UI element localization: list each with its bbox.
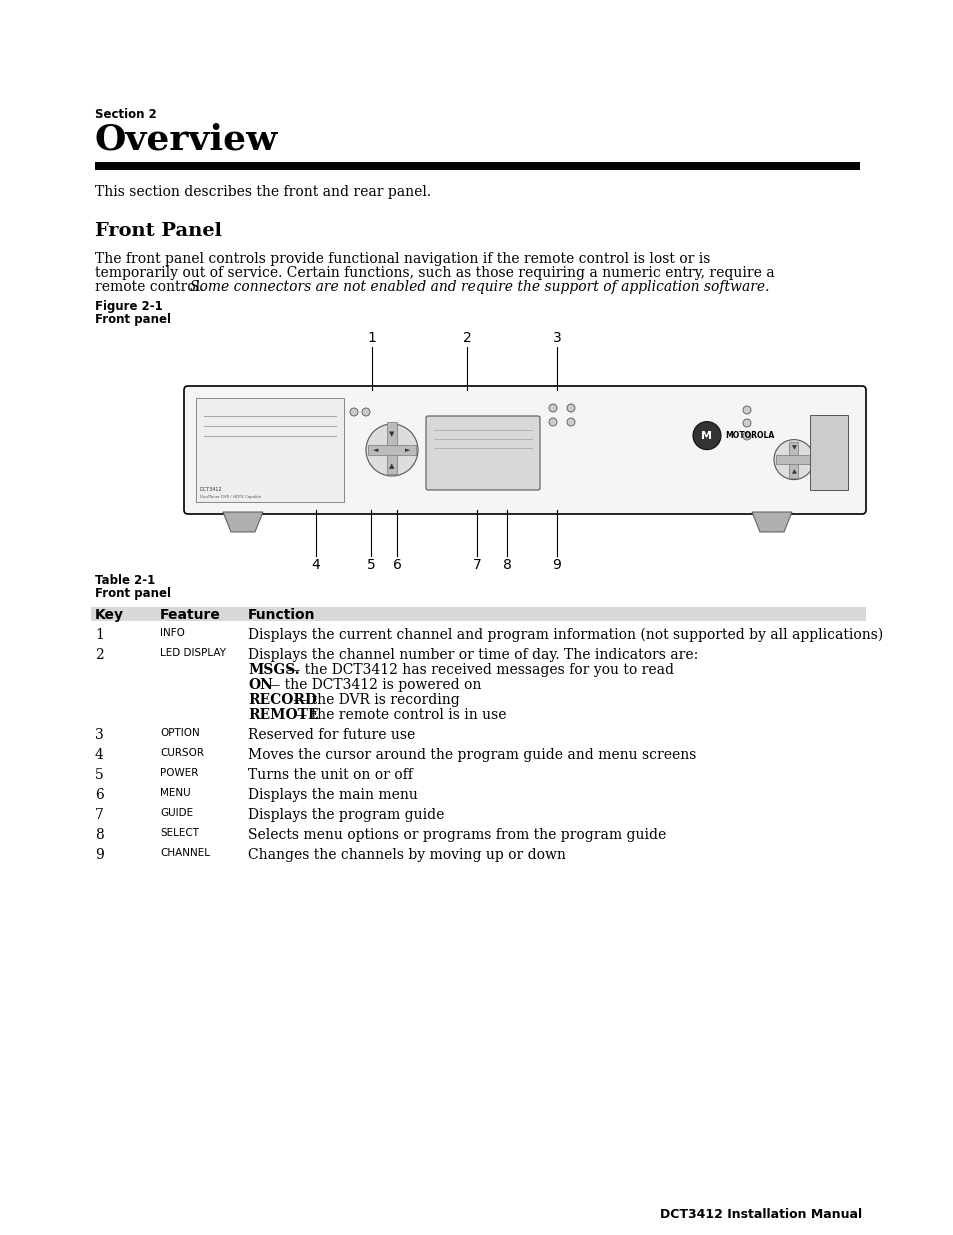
Text: CURSOR: CURSOR bbox=[160, 748, 204, 758]
Bar bbox=[91, 606, 865, 621]
Text: 6: 6 bbox=[95, 788, 104, 802]
Circle shape bbox=[350, 408, 357, 416]
FancyBboxPatch shape bbox=[184, 387, 865, 514]
Text: — the DCT3412 has received messages for you to read: — the DCT3412 has received messages for … bbox=[282, 663, 673, 677]
Circle shape bbox=[773, 440, 813, 479]
Text: DCT3412: DCT3412 bbox=[200, 487, 222, 492]
Bar bbox=[195, 398, 344, 501]
Text: SELECT: SELECT bbox=[160, 827, 199, 839]
Bar bbox=[789, 442, 798, 478]
Text: The front panel controls provide functional navigation if the remote control is : The front panel controls provide functio… bbox=[95, 252, 710, 266]
Text: Front panel: Front panel bbox=[95, 587, 171, 600]
Text: Function: Function bbox=[248, 608, 315, 622]
Text: REMOTE: REMOTE bbox=[248, 708, 318, 722]
Text: Overview: Overview bbox=[95, 122, 278, 156]
Text: ▲: ▲ bbox=[791, 469, 796, 474]
Text: 4: 4 bbox=[312, 558, 320, 572]
Text: M: M bbox=[700, 431, 712, 441]
Text: 7: 7 bbox=[95, 808, 104, 823]
Text: OPTION: OPTION bbox=[160, 727, 199, 739]
Text: — the DCT3412 is powered on: — the DCT3412 is powered on bbox=[261, 678, 480, 692]
FancyBboxPatch shape bbox=[426, 416, 539, 490]
Text: This section describes the front and rear panel.: This section describes the front and rea… bbox=[95, 185, 431, 199]
Circle shape bbox=[366, 424, 417, 475]
Bar bbox=[95, 162, 859, 170]
Text: Changes the channels by moving up or down: Changes the channels by moving up or dow… bbox=[248, 848, 565, 862]
Text: — the remote control is in use: — the remote control is in use bbox=[289, 708, 506, 722]
Text: CHANNEL: CHANNEL bbox=[160, 848, 210, 858]
Circle shape bbox=[548, 404, 557, 412]
Text: ON: ON bbox=[248, 678, 273, 692]
Text: ▲: ▲ bbox=[389, 463, 395, 469]
Text: 8: 8 bbox=[95, 827, 104, 842]
Text: 3: 3 bbox=[552, 331, 560, 345]
Text: DCT3412 Installation Manual: DCT3412 Installation Manual bbox=[659, 1208, 862, 1221]
Text: ►: ► bbox=[405, 447, 410, 453]
Text: 5: 5 bbox=[366, 558, 375, 572]
Text: MSGS.: MSGS. bbox=[248, 663, 299, 677]
Circle shape bbox=[361, 408, 370, 416]
Text: POWER: POWER bbox=[160, 768, 198, 778]
Text: 6: 6 bbox=[392, 558, 401, 572]
Circle shape bbox=[742, 419, 750, 427]
Text: DualTuner DVR / HDTV Capable: DualTuner DVR / HDTV Capable bbox=[200, 495, 261, 499]
Text: Selects menu options or programs from the program guide: Selects menu options or programs from th… bbox=[248, 827, 665, 842]
Polygon shape bbox=[751, 513, 791, 532]
Text: Table 2-1: Table 2-1 bbox=[95, 574, 155, 587]
Circle shape bbox=[566, 417, 575, 426]
Text: 4: 4 bbox=[95, 748, 104, 762]
Text: 9: 9 bbox=[552, 558, 561, 572]
Text: 1: 1 bbox=[367, 331, 376, 345]
Text: GUIDE: GUIDE bbox=[160, 808, 193, 818]
Bar bbox=[368, 445, 416, 454]
Bar bbox=[809, 415, 847, 490]
Text: 9: 9 bbox=[95, 848, 104, 862]
Text: 2: 2 bbox=[462, 331, 471, 345]
Text: RECORD: RECORD bbox=[248, 693, 316, 706]
Circle shape bbox=[566, 404, 575, 412]
Text: Reserved for future use: Reserved for future use bbox=[248, 727, 415, 742]
Text: ▼: ▼ bbox=[791, 445, 796, 450]
Text: ▼: ▼ bbox=[389, 431, 395, 437]
Text: Moves the cursor around the program guide and menu screens: Moves the cursor around the program guid… bbox=[248, 748, 696, 762]
Bar bbox=[387, 422, 396, 474]
Circle shape bbox=[742, 406, 750, 414]
Text: INFO: INFO bbox=[160, 629, 185, 638]
Text: Front panel: Front panel bbox=[95, 312, 171, 326]
Text: MENU: MENU bbox=[160, 788, 191, 798]
Text: Displays the channel number or time of day. The indicators are:: Displays the channel number or time of d… bbox=[248, 648, 698, 662]
Text: Some connectors are not enabled and require the support of application software.: Some connectors are not enabled and requ… bbox=[190, 280, 769, 294]
Bar bbox=[775, 456, 811, 464]
Text: temporarily out of service. Certain functions, such as those requiring a numeric: temporarily out of service. Certain func… bbox=[95, 266, 774, 280]
Text: ◄: ◄ bbox=[373, 447, 378, 453]
Text: 5: 5 bbox=[95, 768, 104, 782]
Text: 2: 2 bbox=[95, 648, 104, 662]
Text: Section 2: Section 2 bbox=[95, 107, 156, 121]
Text: remote control.: remote control. bbox=[95, 280, 209, 294]
Text: Front Panel: Front Panel bbox=[95, 222, 222, 240]
Text: 3: 3 bbox=[95, 727, 104, 742]
Text: Displays the program guide: Displays the program guide bbox=[248, 808, 444, 823]
Text: Key: Key bbox=[95, 608, 124, 622]
Text: Feature: Feature bbox=[160, 608, 221, 622]
Text: Displays the current channel and program information (not supported by all appli: Displays the current channel and program… bbox=[248, 629, 882, 642]
Polygon shape bbox=[223, 513, 263, 532]
Text: LED DISPLAY: LED DISPLAY bbox=[160, 648, 226, 658]
Circle shape bbox=[742, 432, 750, 440]
Text: — the DVR is recording: — the DVR is recording bbox=[289, 693, 459, 706]
Text: 8: 8 bbox=[502, 558, 511, 572]
Text: MOTOROLA: MOTOROLA bbox=[724, 431, 774, 440]
Text: Turns the unit on or off: Turns the unit on or off bbox=[248, 768, 413, 782]
Circle shape bbox=[548, 417, 557, 426]
Text: Figure 2-1: Figure 2-1 bbox=[95, 300, 163, 312]
Text: 7: 7 bbox=[472, 558, 481, 572]
Text: 1: 1 bbox=[95, 629, 104, 642]
Circle shape bbox=[692, 421, 720, 450]
Text: Displays the main menu: Displays the main menu bbox=[248, 788, 417, 802]
